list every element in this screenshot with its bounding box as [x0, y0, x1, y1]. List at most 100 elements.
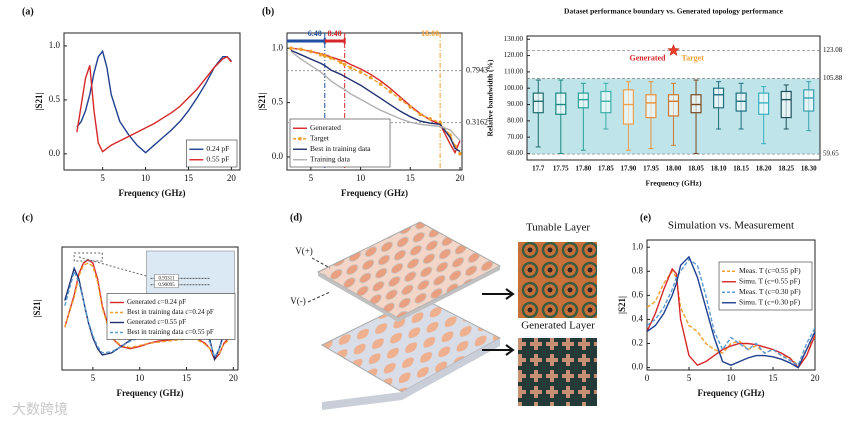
- y-tick-label: 0.5: [49, 94, 61, 104]
- series-marker: [319, 52, 323, 57]
- x-tick-label: 5: [687, 373, 692, 383]
- plate-edge: [322, 338, 500, 410]
- y-axis-label: |S21|: [617, 296, 627, 314]
- box: [735, 92, 747, 112]
- chart-panel: 0.0 0.5 1.0 Frequency (GHz) |S21| (b) 5 10 15 20 0…: [257, 6, 488, 198]
- chart-panel: 60.00 70.00 80.00 90.00 100.00 110.00 120.00 13…: [486, 7, 843, 188]
- series-marker: [328, 56, 333, 60]
- series-marker: [408, 105, 413, 109]
- x-tick-label: 18.30: [801, 165, 817, 173]
- x-tick-label: 15: [184, 173, 194, 183]
- legend-label: 0.55 pF: [206, 154, 229, 163]
- x-axis-label: Frequency (GHz): [118, 188, 185, 198]
- x-tick-label: 18.20: [756, 165, 772, 173]
- arrow: [482, 344, 515, 356]
- plot-frame: [63, 32, 241, 171]
- chart-title: Dataset performance boundary vs. Generat…: [564, 7, 784, 16]
- panel-label: (c): [22, 212, 33, 223]
- y-tick-label: 0.5: [272, 97, 284, 107]
- series-line: [647, 258, 815, 367]
- x-tick-label: 18.25: [778, 165, 794, 173]
- y-tick-label: 60.00: [507, 149, 523, 157]
- box: [713, 87, 725, 109]
- x-tick-label: 10: [727, 373, 737, 383]
- series-line: [290, 50, 461, 142]
- plate-edge: [318, 266, 500, 322]
- plot-frame: [286, 32, 463, 171]
- y-tick-label: 110.00: [504, 68, 523, 76]
- inset-label-box: [154, 280, 179, 289]
- y-tick-label: 0.0: [632, 362, 644, 372]
- x-tick-label: 20: [456, 173, 466, 183]
- x-tick-label: 17.7: [532, 165, 545, 173]
- legend-label: Simu. T (c=0.30 pF): [739, 297, 801, 306]
- x-tick-label: 5: [91, 373, 96, 383]
- panel-label: (b): [262, 6, 274, 17]
- reference-label: 0.7943: [466, 65, 488, 74]
- marker-label: 18.00: [421, 29, 439, 38]
- box: [803, 89, 815, 112]
- inset-source-box: [73, 252, 103, 262]
- y-tick-label: 120.00: [504, 51, 524, 59]
- y-tick-label: 1.0: [632, 241, 644, 251]
- probe-line: [311, 257, 331, 269]
- reference-label: 105.88: [823, 74, 843, 82]
- x-tick-label: 15: [406, 173, 416, 183]
- box: [780, 90, 792, 119]
- legend-label: Training data: [310, 154, 351, 163]
- series-marker: [289, 46, 293, 51]
- v-minus-label: V(-): [290, 296, 306, 306]
- legend-label: Generated c=0.24 pF: [127, 298, 186, 306]
- series-line: [647, 267, 815, 369]
- series-line: [76, 55, 232, 153]
- probe-line: [307, 291, 331, 303]
- series-line: [64, 262, 234, 359]
- x-tick-label: 17.95: [643, 165, 659, 173]
- box: [577, 92, 589, 109]
- x-tick-label: 18.10: [711, 165, 727, 173]
- legend-label: Best in training data c=0.24 pF: [127, 308, 214, 316]
- x-tick-label: 20: [811, 373, 821, 383]
- x-tick-label: 10: [135, 373, 145, 383]
- x-tick-label: 17.75: [553, 165, 569, 173]
- series-marker: [378, 82, 383, 86]
- series-line: [64, 258, 234, 361]
- y-tick-label: 130.00: [504, 35, 524, 43]
- series-line: [290, 49, 461, 153]
- x-tick-label: 17.85: [598, 165, 614, 173]
- chart-title: Simulation vs. Measurement: [668, 220, 794, 232]
- chart-panel: Frequency (GHz) |S21| (c) 5 10 15 20 0.933110.9…: [22, 212, 239, 398]
- marker-label: 8.40: [328, 29, 342, 38]
- y-tick-label: 90.00: [507, 100, 523, 108]
- x-tick-label: 18.00: [666, 165, 682, 173]
- generated-layer-image: [518, 338, 597, 406]
- reference-label: 123.08: [823, 46, 843, 54]
- x-axis-label: Frequency (GHz): [646, 179, 702, 188]
- series-marker: [368, 75, 373, 80]
- box: [532, 92, 544, 114]
- x-axis-label: Frequency (GHz): [341, 188, 408, 198]
- x-tick-label: 15: [769, 373, 779, 383]
- series-marker: [342, 62, 347, 67]
- chart-panel: 0.0 0.5 1.0 Frequency (GHz) |S21| (a) 5 10 15 20 0…: [22, 6, 241, 198]
- inset-peak-label: 0.90095: [158, 283, 175, 288]
- x-tick-label: 17.90: [621, 165, 637, 173]
- legend-label: Target: [310, 133, 330, 142]
- series-marker: [388, 89, 393, 94]
- box: [645, 94, 657, 119]
- chart-panel: 0.0 0.2 0.4 0.6 0.8 1.0 Frequency (GHz) |S21| (e…: [617, 212, 820, 398]
- inset-peak-label: 0.93311: [158, 277, 175, 282]
- legend-label: Meas. T (c=0.55 pF): [739, 266, 801, 275]
- x-tick-label: 20: [229, 373, 239, 383]
- box: [758, 92, 770, 115]
- generated-label: Generated: [630, 53, 667, 62]
- diagram: V(+) V(-) Tunable Layer Generated Layer …: [290, 212, 597, 410]
- series-marker: [418, 112, 423, 117]
- panel-label: (d): [290, 212, 302, 223]
- series-marker: [322, 54, 327, 58]
- x-tick-label: 10: [141, 173, 151, 183]
- v-plus-label: V(+): [295, 246, 313, 256]
- x-tick-label: 5: [100, 173, 105, 183]
- legend-label: 0.24 pF: [206, 144, 229, 153]
- x-tick-label: 0: [645, 373, 650, 383]
